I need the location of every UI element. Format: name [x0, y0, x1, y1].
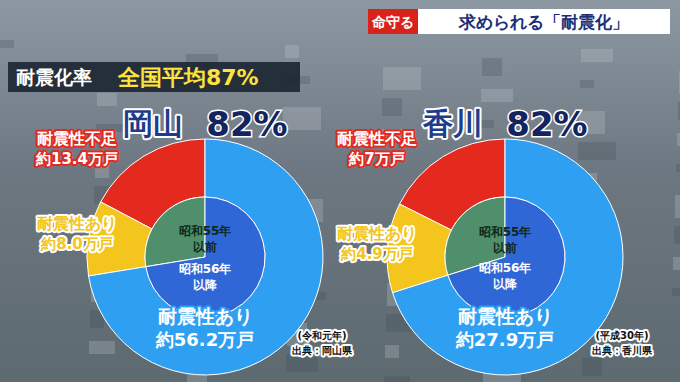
national-average: 全国平均87%: [117, 65, 259, 90]
texture-block: [578, 142, 616, 160]
rate: 82%: [506, 104, 587, 144]
header-title: 求められる「耐震化」: [458, 12, 629, 32]
texture-block: [677, 133, 680, 146]
texture-block: [580, 80, 594, 88]
inner-label: 昭和55年: [479, 225, 532, 239]
donut-chart: 昭和55年以前昭和56年以降耐震性不足約7万戸耐震性あり約4.9万戸耐震性あり約…: [337, 104, 653, 375]
inner-label: 昭和56年: [179, 262, 232, 276]
texture-block: [679, 71, 680, 94]
texture-block: [97, 93, 117, 106]
rate-box: [8, 62, 300, 92]
tag-box: [368, 9, 418, 34]
donut-chart: 昭和55年以前昭和56年以降耐震性不足約13.4万戸耐震性あり約8.0万戸耐震性…: [35, 104, 353, 375]
texture-block: [673, 257, 680, 270]
texture-block: [286, 354, 318, 372]
inner-label: 以前: [193, 240, 217, 254]
texture-block: [675, 195, 680, 218]
texture-block: [383, 67, 421, 90]
data-label: 約4.9万戸: [340, 245, 413, 263]
texture-block: [581, 49, 613, 62]
background: [0, 0, 680, 382]
inner-slice: [448, 197, 565, 317]
texture-block: [678, 102, 680, 120]
texture-block: [672, 288, 680, 296]
texture-block: [384, 376, 410, 382]
texture-block: [285, 45, 299, 58]
tag: 命守る: [371, 14, 414, 30]
outer-slice: [89, 139, 323, 375]
texture-block: [582, 358, 602, 376]
data-label: 約13.4万戸: [35, 150, 118, 168]
texture-block: [89, 341, 115, 354]
texture-block: [283, 107, 321, 130]
slice-category: 耐震性あり: [37, 214, 117, 233]
data-label: 約56.2万戸: [155, 329, 254, 350]
texture-block: [676, 164, 680, 172]
chart-title: 香川: [422, 106, 483, 141]
inner-label: 昭和55年: [179, 224, 232, 238]
texture-block: [481, 89, 513, 102]
inner-slice: [146, 197, 265, 317]
inner-label: 昭和56年: [479, 261, 532, 275]
slice-category: 耐震性あり: [158, 305, 253, 327]
note: (令和元年): [297, 330, 346, 341]
city-texture: [0, 40, 680, 382]
source: 出典：香川県: [592, 345, 653, 356]
data-label: 約8.0万戸: [40, 235, 113, 253]
inner-label: 以前: [493, 241, 517, 255]
texture-block: [0, 40, 14, 48]
outer-slice: [393, 139, 623, 375]
inner-label: 以降: [493, 277, 518, 291]
texture-block: [382, 98, 402, 116]
inner-label: 以降: [193, 278, 218, 292]
note: (平成30年): [595, 330, 648, 341]
canvas: 命守る求められる「耐震化」耐震化率全国平均87%昭和55年以前昭和56年以降耐震…: [0, 0, 680, 382]
slice-category: 耐震性不足: [37, 129, 117, 148]
source: 出典：岡山県: [292, 345, 353, 356]
chart-title: 岡山: [123, 106, 183, 141]
texture-block: [674, 226, 680, 244]
slice-category: 耐震性不足: [337, 129, 417, 148]
data-label: 約7万戸: [348, 150, 404, 168]
rate: 82%: [206, 104, 287, 144]
slice-category: 耐震性あり: [458, 305, 553, 327]
rate-label: 耐震化率: [16, 66, 92, 88]
slice-category: 耐震性あり: [337, 224, 417, 243]
texture-block: [385, 345, 399, 358]
title-box: [418, 9, 670, 34]
texture-block: [482, 58, 502, 76]
data-label: 約27.9万戸: [455, 329, 554, 350]
